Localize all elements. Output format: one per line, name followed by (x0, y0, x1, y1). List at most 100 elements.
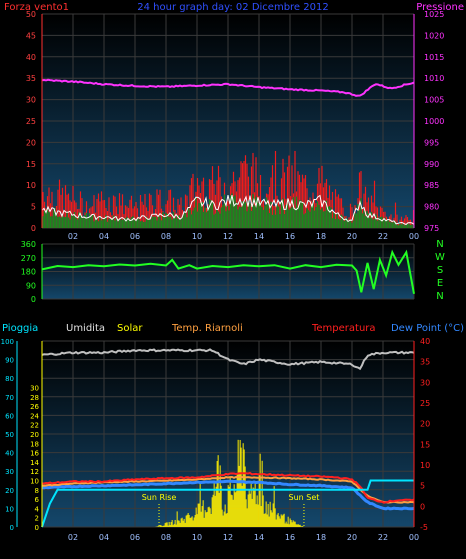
tick-label: 06 (130, 232, 140, 241)
tick-label: 2 (35, 515, 39, 523)
tick-label: 40 (26, 53, 36, 62)
dew-point-line (41, 479, 415, 511)
tick-label: 1005 (424, 96, 444, 105)
solar-label: Solar (117, 323, 143, 334)
x-tick-labels: 02 04 06 08 10 12 14 16 18 20 22 00 (68, 533, 419, 542)
tick-label: 15 (420, 440, 430, 449)
tick-label: 20 (26, 138, 36, 147)
series-lines (41, 348, 415, 528)
tick-label: 20 (347, 533, 357, 542)
grid (42, 340, 415, 528)
tick-label: 180 (21, 268, 36, 277)
tick-label: 60 (5, 412, 14, 420)
tick-label: 30 (30, 385, 39, 393)
chart-title: 24 hour graph day: 02 Dicembre 2012 (137, 2, 328, 13)
tick-label: 04 (99, 533, 109, 542)
tick-label: 25 (420, 399, 430, 408)
wind-bars (42, 150, 415, 228)
tick-label: 360 (21, 240, 36, 249)
temp-internal-label: Temp. Riarnoli (171, 323, 243, 334)
temperature-line (42, 471, 415, 504)
tick-label: 1000 (424, 117, 444, 126)
rain-label: Pioggia (2, 323, 38, 334)
tick-label: 90 (5, 357, 14, 365)
series-lines (41, 78, 415, 226)
tick-label: 995 (424, 138, 439, 147)
tick-label: 00 (409, 232, 419, 241)
tick-label: 975 (424, 224, 439, 233)
tick-label: 02 (68, 533, 78, 542)
tick-label: 02 (68, 232, 78, 241)
tick-label: 35 (420, 358, 430, 367)
tick-label: 5 (420, 482, 425, 491)
tick-label: 270 (21, 254, 36, 263)
tick-label: 20 (420, 420, 430, 429)
series-lines (41, 249, 415, 294)
sun-annotation-label: Sun Rise (142, 493, 177, 502)
humidity-label: Umidita (66, 323, 105, 334)
pressure-line (41, 78, 415, 97)
left-axis-label: Forza vento1 (4, 2, 69, 13)
tick-label: 08 (161, 533, 171, 542)
tick-label: 14 (30, 459, 39, 467)
tick-label: 22 (378, 533, 388, 542)
tick-label: 80 (5, 375, 14, 383)
tick-label: 28 (30, 394, 39, 402)
tick-label: 10 (5, 505, 14, 513)
tick-label: 990 (424, 160, 439, 169)
tick-label: 18 (30, 440, 39, 448)
tick-label: 10 (192, 232, 202, 241)
tick-label: 15 (26, 160, 36, 169)
tick-label: 30 (5, 468, 14, 476)
tick-label: 70 (5, 394, 14, 402)
tick-label: 5 (31, 203, 36, 212)
tick-label: 16 (285, 232, 295, 241)
tick-label: -5 (420, 523, 428, 532)
tick-label: 22 (30, 422, 39, 430)
tick-label: 18 (316, 232, 326, 241)
tick-label: 4 (35, 505, 40, 513)
tick-label: 50 (26, 10, 36, 19)
temperature-rain-panel: Pioggia Umidita Solar Temp. Riarnoli Tem… (1, 323, 464, 542)
tick-label: 24 (30, 412, 39, 420)
tick-label: 25 (26, 117, 36, 126)
annotations: Sun Rise Sun Set (142, 493, 319, 527)
tick-label: 10 (420, 461, 430, 470)
temperature-label: Temperatura (311, 323, 376, 334)
tick-label: 12 (223, 232, 233, 241)
compass-letter: N (436, 291, 443, 302)
tick-label: 12 (30, 468, 39, 476)
tick-label: 1025 (424, 10, 444, 19)
tick-label: 20 (347, 232, 357, 241)
tick-label: 04 (99, 232, 109, 241)
tick-label: 1020 (424, 31, 444, 40)
left-tick-labels: 0 5 10 15 20 25 30 35 40 45 50 (26, 10, 36, 233)
tick-label: 30 (26, 96, 36, 105)
average-wind-line (41, 194, 415, 226)
tick-label: 10 (26, 181, 36, 190)
tick-label: 45 (26, 31, 36, 40)
compass-letter: W (435, 252, 445, 263)
x-tick-labels: 02 04 06 08 10 12 14 16 18 20 22 00 (68, 232, 419, 241)
tick-label: 40 (420, 337, 430, 346)
tick-label: 0 (31, 224, 36, 233)
tick-label: 14 (254, 533, 264, 542)
tick-label: 100 (1, 338, 14, 346)
tick-label: 90 (26, 281, 36, 290)
tick-label: 0 (10, 524, 14, 532)
tick-label: 00 (409, 533, 419, 542)
tick-label: 22 (378, 232, 388, 241)
tick-label: 40 (5, 450, 14, 458)
right-tick-labels: -5 0 5 10 15 20 25 30 35 40 (420, 337, 430, 532)
tick-label: 0 (420, 502, 425, 511)
tick-label: 26 (30, 403, 39, 411)
wind-pressure-panel: Forza vento1 24 hour graph day: 02 Dicem… (4, 2, 464, 241)
humidity-line (41, 348, 415, 371)
tick-label: 10 (30, 478, 39, 486)
compass-letter: S (437, 265, 443, 276)
right-axis-label: Pressione (416, 2, 464, 13)
tick-label: 980 (424, 203, 439, 212)
dew-point-label: Dew Point (°C) (391, 323, 464, 334)
